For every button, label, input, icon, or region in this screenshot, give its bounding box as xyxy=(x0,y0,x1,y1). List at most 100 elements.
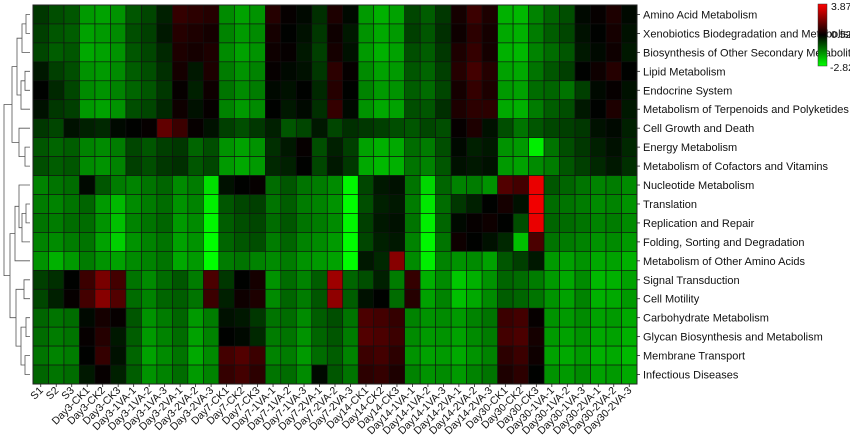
heatmap-cell xyxy=(125,42,142,63)
heatmap-cell xyxy=(187,232,204,252)
heatmap-cell xyxy=(63,345,80,366)
heatmap-cell xyxy=(559,364,576,385)
heatmap-cell xyxy=(32,156,49,176)
heatmap-cell xyxy=(512,4,529,25)
heatmap-cell xyxy=(512,326,529,347)
heatmap-cell xyxy=(574,269,591,290)
heatmap-cell xyxy=(528,269,545,290)
row-label: Membrane Transport xyxy=(643,351,745,363)
heatmap-cell xyxy=(357,80,375,101)
heatmap-cell xyxy=(543,251,560,271)
heatmap-cell xyxy=(450,42,467,63)
heatmap-cell xyxy=(63,251,80,271)
heatmap-cell xyxy=(450,251,467,271)
heatmap-cell xyxy=(125,23,142,44)
heatmap-cell xyxy=(481,232,498,252)
heatmap-cell xyxy=(466,156,483,176)
heatmap-cell xyxy=(249,175,266,195)
heatmap-cell xyxy=(497,307,514,328)
row-label: Folding, Sorting and Degradation xyxy=(643,237,804,249)
heatmap-cell xyxy=(605,345,622,366)
heatmap-cell xyxy=(342,326,359,347)
heatmap-cell xyxy=(621,232,638,252)
heatmap-cell xyxy=(156,232,173,252)
heatmap-cell xyxy=(450,61,467,82)
heatmap-cell xyxy=(605,269,622,290)
heatmap-cell xyxy=(621,288,638,309)
heatmap-cell xyxy=(48,307,65,328)
heatmap-cell xyxy=(357,23,375,44)
heatmap-cell xyxy=(32,118,49,138)
heatmap-cell xyxy=(125,156,142,176)
color-scale: 3.87 0.52 -2.82 xyxy=(817,1,850,74)
heatmap-cell xyxy=(79,42,96,63)
heatmap-cell xyxy=(203,364,220,385)
heatmap-cell xyxy=(63,156,80,176)
heatmap-cell xyxy=(125,61,142,82)
heatmap-cell xyxy=(218,175,235,195)
heatmap-cell xyxy=(342,345,359,366)
heatmap-cell xyxy=(621,156,638,176)
row-label: Lipid Metabolism xyxy=(643,66,726,78)
heatmap-cell xyxy=(141,232,158,252)
heatmap-cell xyxy=(187,251,204,271)
heatmap-cell xyxy=(326,156,344,176)
heatmap-cell xyxy=(141,251,158,271)
heatmap-cell xyxy=(481,269,498,290)
heatmap-cell xyxy=(156,61,173,82)
heatmap-cell xyxy=(156,326,173,347)
heatmap-cell xyxy=(48,4,65,25)
heatmap-cell xyxy=(559,118,576,138)
heatmap-cell xyxy=(373,288,390,309)
heatmap-cell xyxy=(512,251,529,271)
heatmap-cell xyxy=(574,23,591,44)
heatmap-cell xyxy=(574,175,591,195)
heatmap-cell xyxy=(450,80,467,101)
heatmap-cell xyxy=(249,288,266,309)
heatmap-cell xyxy=(311,137,328,157)
heatmap-cell xyxy=(94,99,111,120)
heatmap-cell xyxy=(512,80,529,101)
heatmap-cell xyxy=(388,251,405,271)
heatmap-cell xyxy=(559,23,576,44)
heatmap-cell xyxy=(218,326,235,347)
heatmap-cell xyxy=(388,307,405,328)
heatmap-cell xyxy=(125,194,142,214)
heatmap-cell xyxy=(311,175,328,195)
heatmap-cell xyxy=(218,4,235,25)
heatmap-cell xyxy=(497,99,514,120)
heatmap-cell xyxy=(435,288,452,309)
heatmap-cell xyxy=(63,269,80,290)
heatmap-cell xyxy=(94,232,111,252)
heatmap-cell xyxy=(435,137,452,157)
heatmap-cell xyxy=(497,80,514,101)
heatmap-cell xyxy=(326,288,344,309)
heatmap-cell xyxy=(342,364,359,385)
heatmap-cell xyxy=(32,307,49,328)
heatmap-cell xyxy=(187,194,204,214)
heatmap-cell xyxy=(187,137,204,157)
heatmap-cell xyxy=(63,23,80,44)
heatmap-cell xyxy=(466,99,483,120)
heatmap-cell xyxy=(373,345,390,366)
heatmap-cell xyxy=(295,213,313,233)
heatmap-cell xyxy=(559,175,576,195)
heatmap-cell xyxy=(497,288,514,309)
heatmap-cell xyxy=(512,364,529,385)
heatmap-cell xyxy=(404,345,421,366)
heatmap-cell xyxy=(388,99,405,120)
heatmap-cell xyxy=(574,80,591,101)
heatmap-cell xyxy=(590,194,607,214)
heatmap-cell xyxy=(172,251,189,271)
heatmap-cell xyxy=(295,175,313,195)
heatmap-cell xyxy=(94,326,111,347)
heatmap-cell xyxy=(280,326,297,347)
heatmap-cell xyxy=(125,137,142,157)
row-label: Metabolism of Cofactors and Vitamins xyxy=(643,161,829,173)
heatmap-cell xyxy=(528,4,545,25)
heatmap-cell xyxy=(435,326,452,347)
heatmap-cell xyxy=(156,288,173,309)
heatmap-cell xyxy=(156,137,173,157)
heatmap-cell xyxy=(543,288,560,309)
heatmap-cell xyxy=(32,61,49,82)
